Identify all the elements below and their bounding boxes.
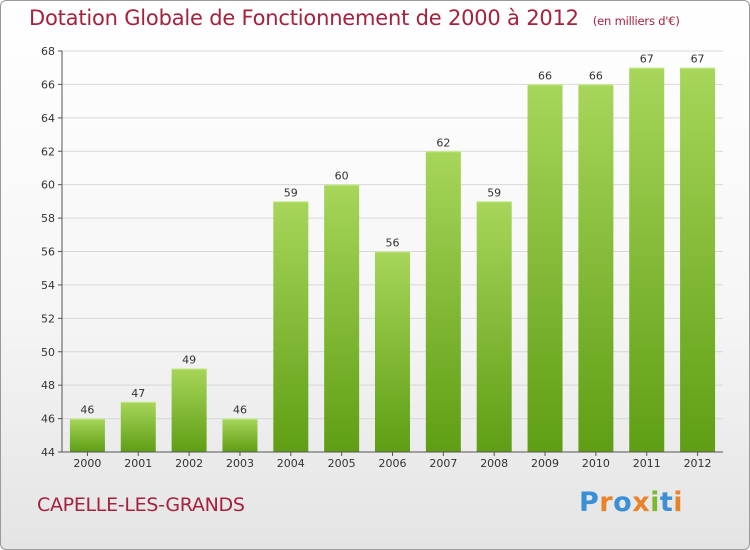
- chart-title: Dotation Globale de Fonctionnement de 20…: [29, 6, 680, 30]
- chart-title-text: Dotation Globale de Fonctionnement de 20…: [29, 6, 579, 30]
- data-label: 67: [640, 53, 654, 66]
- bar: [120, 401, 156, 452]
- data-label: 47: [131, 387, 145, 400]
- x-tick-label: 2007: [429, 457, 457, 470]
- logo-letter: i: [650, 487, 660, 518]
- axes: 44 46 48 50 52 54 56 58 60 62 64 66 68: [41, 45, 723, 459]
- data-label: 46: [233, 404, 247, 417]
- data-label: 59: [284, 186, 298, 199]
- x-tick-label: 2001: [124, 457, 152, 470]
- x-tick-label: 2002: [175, 457, 203, 470]
- x-tick-label: 2012: [684, 457, 712, 470]
- logo-letter: r: [599, 487, 614, 518]
- y-tick-label: 62: [41, 145, 55, 158]
- y-tick-label: 66: [41, 78, 55, 91]
- y-tick-label: 64: [41, 112, 55, 125]
- x-tick-label: 2003: [226, 457, 254, 470]
- logo-letter: o: [613, 487, 633, 518]
- bar: [375, 251, 410, 452]
- labels: 46 2000 47 2001 49 2002 46 2003 59 2004 60 2005 56 20…: [73, 53, 711, 470]
- bar: [629, 67, 665, 452]
- data-label: 66: [589, 69, 603, 82]
- logo-letter: t: [659, 487, 674, 518]
- data-label: 62: [436, 136, 450, 149]
- bar: [425, 151, 461, 452]
- x-tick-label: 2000: [73, 457, 101, 470]
- y-tick-label: 48: [41, 379, 55, 392]
- logo-letter: i: [673, 487, 684, 518]
- proxiti-logo[interactable]: Proxiti: [579, 487, 683, 518]
- bar: [527, 84, 563, 453]
- y-tick-label: 68: [41, 45, 55, 58]
- place-name: CAPELLE-LES-GRANDS: [37, 494, 245, 516]
- data-label: 46: [80, 404, 94, 417]
- logo-letter: P: [579, 487, 600, 518]
- data-label: 59: [487, 186, 501, 199]
- bar: [324, 184, 360, 452]
- bar: [273, 201, 309, 452]
- x-tick-label: 2010: [582, 457, 610, 470]
- bar: [222, 418, 258, 452]
- y-tick-label: 52: [41, 312, 55, 325]
- y-tick-label: 56: [41, 246, 55, 259]
- data-label: 49: [182, 353, 196, 366]
- bar: [69, 418, 105, 452]
- x-tick-label: 2004: [277, 457, 305, 470]
- x-tick-label: 2008: [480, 457, 508, 470]
- bars: [69, 67, 716, 453]
- chart-subtitle: (en milliers d'€): [592, 14, 680, 28]
- bar: [680, 67, 716, 452]
- data-label: 66: [538, 69, 552, 82]
- data-label: 56: [386, 237, 400, 250]
- x-tick-label: 2011: [633, 457, 661, 470]
- y-tick-label: 50: [41, 346, 55, 359]
- y-tick-label: 54: [41, 279, 55, 292]
- y-tick-label: 60: [41, 179, 55, 192]
- bar: [171, 368, 207, 452]
- x-tick-label: 2009: [531, 457, 559, 470]
- x-tick-label: 2005: [328, 457, 356, 470]
- data-label: 60: [335, 170, 349, 183]
- y-tick-label: 58: [41, 212, 55, 225]
- data-label: 67: [691, 53, 705, 66]
- y-tick-label: 46: [41, 413, 55, 426]
- bar: [578, 84, 614, 453]
- y-tick-label: 44: [41, 446, 55, 459]
- x-tick-label: 2006: [379, 457, 407, 470]
- logo-letter: x: [632, 487, 651, 518]
- bar: [476, 201, 512, 452]
